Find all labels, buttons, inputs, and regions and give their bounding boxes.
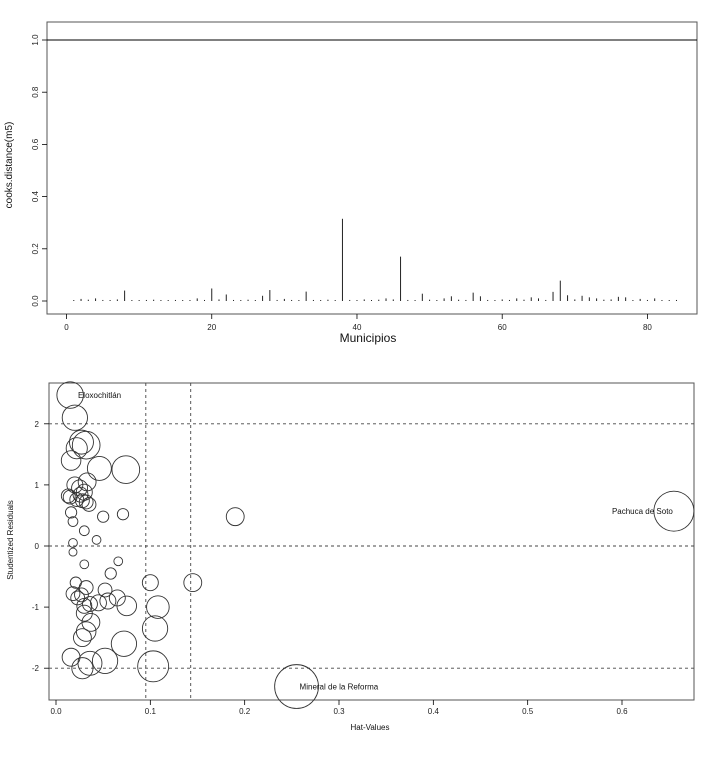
influence-point — [71, 479, 89, 497]
influence-point — [81, 497, 97, 512]
x-tick-label: 0 — [64, 323, 69, 332]
influence-point — [141, 574, 159, 592]
influence-point — [65, 437, 88, 460]
influence-point — [68, 538, 78, 548]
influence-point — [91, 535, 102, 545]
influence-point — [97, 510, 110, 523]
y-tick-label: 1 — [35, 481, 40, 490]
x-tick-label: 0.5 — [522, 707, 534, 716]
x-tick-label: 0.4 — [428, 707, 440, 716]
influence-point — [69, 429, 94, 455]
influence-point — [141, 615, 169, 642]
influence-point — [116, 595, 137, 617]
y-tick-label: 0.6 — [31, 138, 40, 150]
y-axis-label: Studentized Residuals — [6, 500, 15, 580]
influence-point — [99, 592, 117, 610]
influence-point — [78, 494, 94, 510]
influence-point — [78, 525, 90, 537]
influence-point — [78, 580, 94, 595]
x-axis-label: Hat-Values — [351, 723, 390, 732]
influence-point — [72, 486, 89, 503]
x-tick-label: 80 — [643, 323, 652, 332]
x-tick-label: 0.1 — [145, 707, 157, 716]
influence-point — [86, 455, 112, 481]
x-tick-label: 20 — [207, 323, 216, 332]
influence-point — [653, 490, 695, 532]
y-tick-label: 0.8 — [31, 86, 40, 98]
influence-point — [274, 664, 319, 709]
x-axis-label: Municipios — [340, 331, 397, 345]
y-tick-label: 2 — [35, 420, 40, 429]
influence-point — [70, 590, 86, 606]
influence-point — [146, 595, 170, 619]
influence-point — [79, 559, 90, 570]
influence-point — [65, 586, 81, 602]
influence-point — [71, 430, 101, 460]
influence-point — [71, 657, 94, 680]
influence-point — [61, 404, 88, 431]
influence-point — [56, 381, 84, 409]
influence-point — [110, 630, 138, 657]
influence-point — [68, 547, 78, 557]
influence-point — [113, 556, 124, 567]
influence-point — [77, 472, 97, 492]
y-tick-label: 0.4 — [31, 190, 40, 202]
influence-point — [82, 596, 98, 612]
x-tick-label: 40 — [353, 323, 362, 332]
influence-point — [91, 647, 119, 674]
y-tick-label: -1 — [32, 603, 40, 612]
x-tick-label: 60 — [498, 323, 507, 332]
y-tick-label: -2 — [32, 664, 40, 673]
influence-point — [74, 587, 89, 603]
influence-point — [97, 582, 113, 598]
influence-point — [60, 450, 82, 471]
x-tick-label: 0.3 — [333, 707, 345, 716]
influence-point — [61, 647, 81, 667]
x-tick-label: 0.0 — [50, 707, 62, 716]
influence-point — [111, 455, 141, 484]
influence-point — [89, 594, 107, 612]
influence-point — [116, 508, 130, 521]
influence-point — [60, 488, 76, 504]
plot-frame — [48, 382, 695, 701]
influence-point — [77, 650, 103, 676]
influence-point — [183, 573, 203, 593]
point-annotation: Pachuca de Soto — [612, 507, 673, 516]
point-annotation: Mineral de la Reforma — [300, 683, 379, 692]
influence-point — [137, 650, 170, 683]
x-tick-label: 0.6 — [616, 707, 628, 716]
point-annotation: Eloxochitlán — [78, 391, 121, 400]
influence-point — [225, 507, 245, 527]
x-tick-label: 0.2 — [239, 707, 251, 716]
influence-point — [67, 516, 79, 527]
y-tick-label: 1.0 — [31, 34, 40, 46]
influence-point — [104, 567, 117, 580]
y-tick-label: 0.2 — [31, 243, 40, 255]
y-axis-label: cooks.distance(m5) — [4, 122, 15, 209]
influence-point — [76, 597, 93, 614]
influence-plot: Eloxochitlán Pachuca de Soto Mineral de la… — [6, 381, 695, 732]
y-tick-label: 0 — [35, 542, 40, 551]
cooks-distance-chart: 0 20 40 60 80 0.00.20.40.60.81.0 Municipios … — [4, 21, 698, 345]
influence-point — [73, 628, 92, 648]
y-tick-label: 0.0 — [31, 295, 40, 307]
influence-point — [75, 621, 97, 642]
influence-point — [62, 489, 78, 505]
plot-frame — [46, 21, 698, 315]
influence-point — [64, 506, 78, 519]
